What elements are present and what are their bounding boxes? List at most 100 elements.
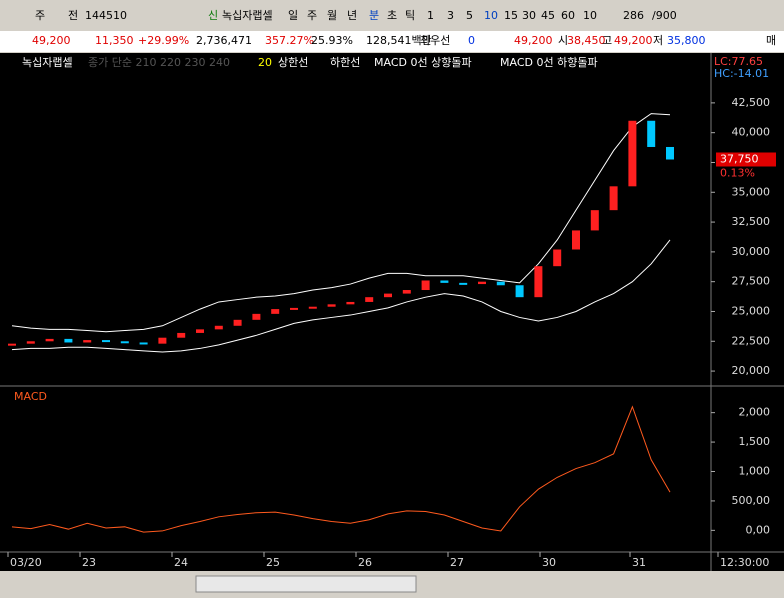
toolbar-button[interactable]: 1: [427, 9, 434, 22]
legend-entry: MACD 0선 하향돌파: [500, 55, 598, 69]
candle: [252, 313, 261, 320]
toolbar-button[interactable]: 녹십자랩셀: [222, 9, 273, 22]
x-tick-label: 31: [632, 556, 646, 569]
candle: [346, 301, 355, 305]
y-tick-label: 500,00: [732, 494, 771, 507]
candle: [8, 343, 16, 346]
y-tick-label: 32,500: [732, 215, 771, 228]
candle: [515, 285, 524, 298]
hc-label: HC:-14.01: [714, 67, 769, 80]
toolbar-button[interactable]: 286: [623, 9, 644, 22]
legend-entry: 20: [258, 56, 272, 69]
candle: [459, 282, 468, 285]
toolbar-button[interactable]: 주: [35, 9, 45, 22]
y-tick-label: 27,500: [732, 275, 771, 288]
toolbar-button[interactable]: 30: [522, 9, 536, 22]
quote-field: 매: [766, 34, 776, 47]
quote-field: 2,736,471: [196, 34, 252, 47]
x-tick-label: 24: [174, 556, 188, 569]
band-line: [11, 239, 671, 353]
quote-field: 최우선: [420, 34, 450, 47]
x-tick-label: 30: [542, 556, 556, 569]
toolbar-button[interactable]: 10: [484, 9, 498, 22]
quote-field: 11,350: [95, 34, 134, 47]
candle: [158, 337, 167, 344]
quote-bar: [0, 31, 784, 52]
toolbar-button[interactable]: 3: [447, 9, 454, 22]
toolbar-button[interactable]: 분: [369, 9, 379, 22]
toolbar-button[interactable]: 15: [504, 9, 518, 22]
band-line: [11, 113, 671, 333]
quote-field: +29.99%: [138, 34, 189, 47]
scroll-thumb[interactable]: [195, 575, 417, 593]
candle: [177, 332, 186, 338]
candle: [327, 304, 336, 307]
candle: [478, 281, 486, 285]
toolbar-button[interactable]: 60: [561, 9, 575, 22]
toolbar-button[interactable]: 10: [583, 9, 597, 22]
candle: [139, 342, 148, 345]
quote-field: 38,450: [567, 34, 606, 47]
candle: [384, 293, 392, 298]
quote-field: 25.93%: [311, 34, 353, 47]
toolbar-button[interactable]: 45: [541, 9, 555, 22]
candle: [271, 309, 280, 314]
candle: [590, 210, 599, 231]
toolbar-button[interactable]: 틱: [405, 9, 415, 22]
candle: [26, 341, 35, 344]
candle: [120, 341, 129, 344]
quote-field: 49,200: [514, 34, 553, 47]
toolbar-button[interactable]: 초: [387, 9, 397, 22]
toolbar-button[interactable]: 144510: [85, 9, 127, 22]
quote-field: 0: [468, 34, 475, 47]
toolbar-button[interactable]: 주: [307, 9, 317, 22]
quote-field: 35,800: [667, 34, 706, 47]
candle: [365, 297, 374, 302]
toolbar-button[interactable]: /900: [652, 9, 677, 22]
quote-field: 49,200: [32, 34, 71, 47]
candle: [440, 280, 449, 283]
candle: [308, 306, 317, 309]
toolbar-button[interactable]: 월: [327, 9, 337, 22]
legend-entry: MACD 0선 상향돌파: [374, 56, 472, 69]
y-tick-label: 30,000: [732, 245, 771, 258]
y-tick-label: 2,000: [739, 406, 771, 419]
candle: [402, 290, 411, 294]
last-change: 0.13%: [720, 167, 755, 180]
candle: [196, 329, 204, 333]
legend-entry: 종가 단순 210 220 230 240: [88, 56, 230, 69]
candle: [102, 340, 110, 343]
quote-field: 357.27%: [265, 34, 314, 47]
candle: [666, 146, 674, 160]
candle: [233, 319, 242, 326]
candle: [572, 230, 580, 250]
y-tick-label: 1,000: [739, 465, 771, 478]
candle: [421, 280, 430, 291]
y-tick-label: 22,500: [732, 334, 771, 347]
x-tick-label: 27: [450, 556, 464, 569]
x-tick-label: 23: [82, 556, 96, 569]
legend-entry: 하한선: [330, 55, 360, 69]
candle: [609, 186, 618, 211]
y-tick-label: 42,500: [732, 96, 771, 109]
lc-label: LC:77.65: [714, 55, 763, 68]
toolbar-button[interactable]: 전: [68, 9, 78, 22]
legend-entry: 상한선: [278, 56, 308, 69]
chart-area: [0, 53, 784, 571]
y-tick-label: 25,000: [732, 304, 771, 317]
candle: [214, 325, 223, 330]
last-price: 37,750: [720, 153, 759, 166]
y-tick-label: 1,500: [739, 435, 771, 448]
toolbar-button[interactable]: 신: [208, 9, 218, 22]
macd-title: MACD: [14, 390, 47, 403]
y-tick-label: 40,000: [732, 126, 771, 139]
last-price-tag: [716, 152, 776, 167]
toolbar-button[interactable]: 년: [347, 9, 357, 22]
toolbar-button[interactable]: 5: [466, 9, 473, 22]
toolbar-button[interactable]: 일: [288, 8, 298, 22]
candle: [628, 120, 637, 187]
candle: [534, 266, 543, 298]
y-tick-label: 0,00: [746, 523, 771, 536]
legend-entry: 녹십자랩셀: [22, 56, 73, 69]
